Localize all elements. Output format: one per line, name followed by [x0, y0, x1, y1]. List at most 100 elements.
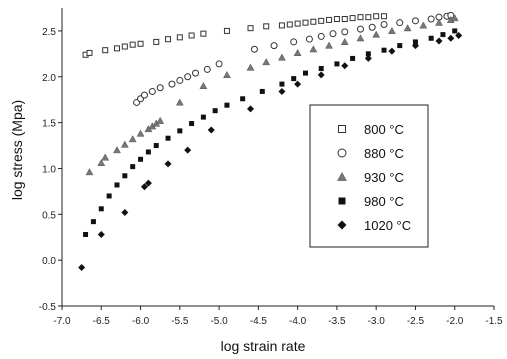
data-point: [440, 32, 446, 38]
data-point: [270, 42, 278, 50]
data-point: [373, 13, 380, 20]
x-tick-label: -5.5: [171, 316, 189, 327]
data-point: [419, 21, 428, 29]
x-ticks: -7.0 -6.5 -6.0 -5.5 -5.0 -4.5 -4.0 -3.5 -3.0 -2.5…: [53, 306, 503, 327]
data-point: [129, 41, 136, 48]
data-point: [165, 135, 171, 141]
data-point: [176, 76, 184, 84]
data-point: [78, 263, 86, 271]
data-point: [357, 14, 364, 21]
data-point: [153, 38, 160, 45]
data-point: [164, 160, 172, 168]
y-tick-label: -0.5: [39, 302, 57, 313]
data-point: [223, 27, 230, 34]
data-point: [106, 193, 112, 199]
x-tick-label: -6.0: [132, 316, 150, 327]
y-ticks: -0.5 0.0 0.5 1.0 1.5 2.0 2.5: [39, 27, 62, 313]
data-point: [294, 80, 302, 88]
data-point: [97, 158, 106, 167]
data-point: [189, 121, 195, 127]
data-point: [450, 14, 459, 22]
data-point: [120, 140, 129, 148]
data-point: [138, 156, 144, 162]
data-point: [175, 98, 184, 106]
data-point: [168, 80, 176, 88]
data-point: [318, 66, 324, 72]
data-point: [200, 114, 206, 120]
data-point: [279, 81, 285, 87]
data-point: [224, 102, 230, 108]
series-1: [82, 13, 388, 58]
x-tick-label: -4.5: [250, 316, 268, 327]
x-tick-label: -2.5: [407, 316, 425, 327]
data-point: [368, 23, 376, 31]
data-point: [200, 30, 207, 37]
data-point: [177, 128, 183, 134]
legend-marker: [337, 220, 347, 230]
data-point: [98, 206, 104, 212]
data-point: [334, 61, 340, 67]
data-point: [388, 47, 396, 55]
data-point: [176, 34, 183, 41]
data-point: [428, 35, 434, 41]
data-point: [403, 24, 412, 32]
data-point: [317, 71, 325, 79]
data-point: [188, 32, 195, 39]
series-4: [83, 28, 458, 237]
data-point: [247, 105, 255, 113]
x-tick-label: -7.0: [53, 316, 71, 327]
data-point: [136, 129, 145, 137]
data-point: [148, 87, 156, 95]
data-point: [278, 22, 285, 29]
data-point: [318, 17, 325, 24]
data-point: [411, 42, 419, 50]
y-tick-label: 1.5: [42, 119, 56, 130]
data-point: [192, 69, 200, 77]
x-tick-label: -2.0: [446, 316, 464, 327]
data-point: [302, 70, 308, 76]
x-axis-title: log strain rate: [221, 338, 306, 354]
legend-marker: [337, 171, 347, 181]
data-point: [293, 48, 302, 56]
data-point: [447, 34, 455, 42]
data-point: [341, 16, 348, 23]
data-point: [184, 73, 192, 81]
data-point: [215, 60, 223, 68]
data-point: [286, 21, 293, 28]
data-point: [86, 49, 93, 56]
data-point: [310, 18, 317, 25]
legend-marker: [338, 197, 346, 205]
legend-marker: [337, 148, 347, 158]
data-point: [85, 168, 94, 176]
data-point: [302, 19, 309, 26]
data-point: [250, 45, 258, 53]
data-point: [372, 30, 381, 38]
data-point: [156, 116, 165, 124]
data-point: [121, 208, 129, 216]
legend-label: 800 °C: [364, 122, 404, 137]
data-point: [113, 45, 120, 52]
data-point: [305, 35, 313, 43]
x-tick-label: -4.0: [289, 316, 307, 327]
data-point: [102, 47, 109, 54]
data-point: [412, 39, 418, 45]
data-point: [452, 28, 458, 34]
data-point: [130, 164, 136, 170]
data-point: [341, 62, 349, 70]
y-tick-label: 2.0: [42, 73, 56, 84]
data-point: [350, 55, 356, 61]
legend-label: 980 °C: [364, 194, 404, 209]
data-point: [294, 20, 301, 27]
data-point: [381, 47, 387, 53]
data-points: [78, 11, 463, 271]
data-point: [290, 38, 298, 46]
data-point: [340, 37, 349, 45]
legend-label: 880 °C: [364, 146, 404, 161]
data-point: [137, 40, 144, 47]
x-tick-label: -3.0: [368, 316, 386, 327]
data-point: [90, 219, 96, 225]
x-tick-label: -1.5: [485, 316, 503, 327]
y-tick-label: 0.5: [42, 210, 56, 221]
data-point: [365, 51, 371, 57]
data-point: [317, 32, 325, 40]
